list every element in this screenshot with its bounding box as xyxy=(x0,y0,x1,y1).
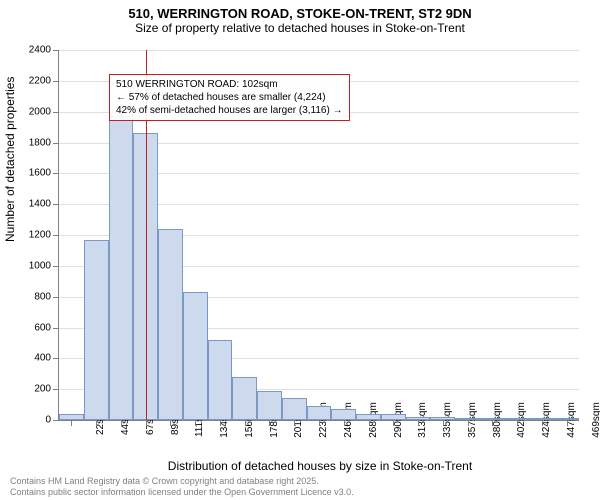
y-tick-label: 1600 xyxy=(29,168,59,179)
y-tick-label: 1000 xyxy=(29,260,59,271)
y-tick-label: 800 xyxy=(34,291,59,302)
x-tick-label: 469sqm xyxy=(567,402,600,438)
y-tick-label: 1200 xyxy=(29,230,59,241)
chart-title: 510, WERRINGTON ROAD, STOKE-ON-TRENT, ST… xyxy=(0,0,600,21)
histogram-bar xyxy=(183,292,208,420)
histogram-bar xyxy=(84,240,109,420)
grid-line xyxy=(59,50,579,51)
y-tick-label: 200 xyxy=(34,384,59,395)
y-tick-label: 1800 xyxy=(29,137,59,148)
y-tick-label: 2000 xyxy=(29,106,59,117)
annotation-line: 510 WERRINGTON ROAD: 102sqm xyxy=(116,78,343,91)
plot-area: 0200400600800100012001400160018002000220… xyxy=(58,50,579,421)
histogram-bar xyxy=(109,116,134,420)
property-size-chart: 510, WERRINGTON ROAD, STOKE-ON-TRENT, ST… xyxy=(0,0,600,500)
y-tick-label: 600 xyxy=(34,322,59,333)
y-tick-label: 1400 xyxy=(29,199,59,210)
chart-subtitle: Size of property relative to detached ho… xyxy=(0,21,600,35)
y-tick-label: 400 xyxy=(34,353,59,364)
y-axis-title: Number of detached properties xyxy=(3,77,17,242)
histogram-bar xyxy=(158,229,183,420)
annotation-line: ← 57% of detached houses are smaller (4,… xyxy=(116,91,343,104)
footer-line-2: Contains public sector information licen… xyxy=(10,487,354,498)
chart-footer: Contains HM Land Registry data © Crown c… xyxy=(10,476,354,498)
annotation-box: 510 WERRINGTON ROAD: 102sqm← 57% of deta… xyxy=(109,74,350,121)
y-tick-label: 2200 xyxy=(29,75,59,86)
annotation-line: 42% of semi-detached houses are larger (… xyxy=(116,104,343,117)
y-tick-label: 0 xyxy=(45,415,59,426)
x-axis-title: Distribution of detached houses by size … xyxy=(0,459,600,473)
footer-line-1: Contains HM Land Registry data © Crown c… xyxy=(10,476,354,487)
y-tick-label: 2400 xyxy=(29,45,59,56)
